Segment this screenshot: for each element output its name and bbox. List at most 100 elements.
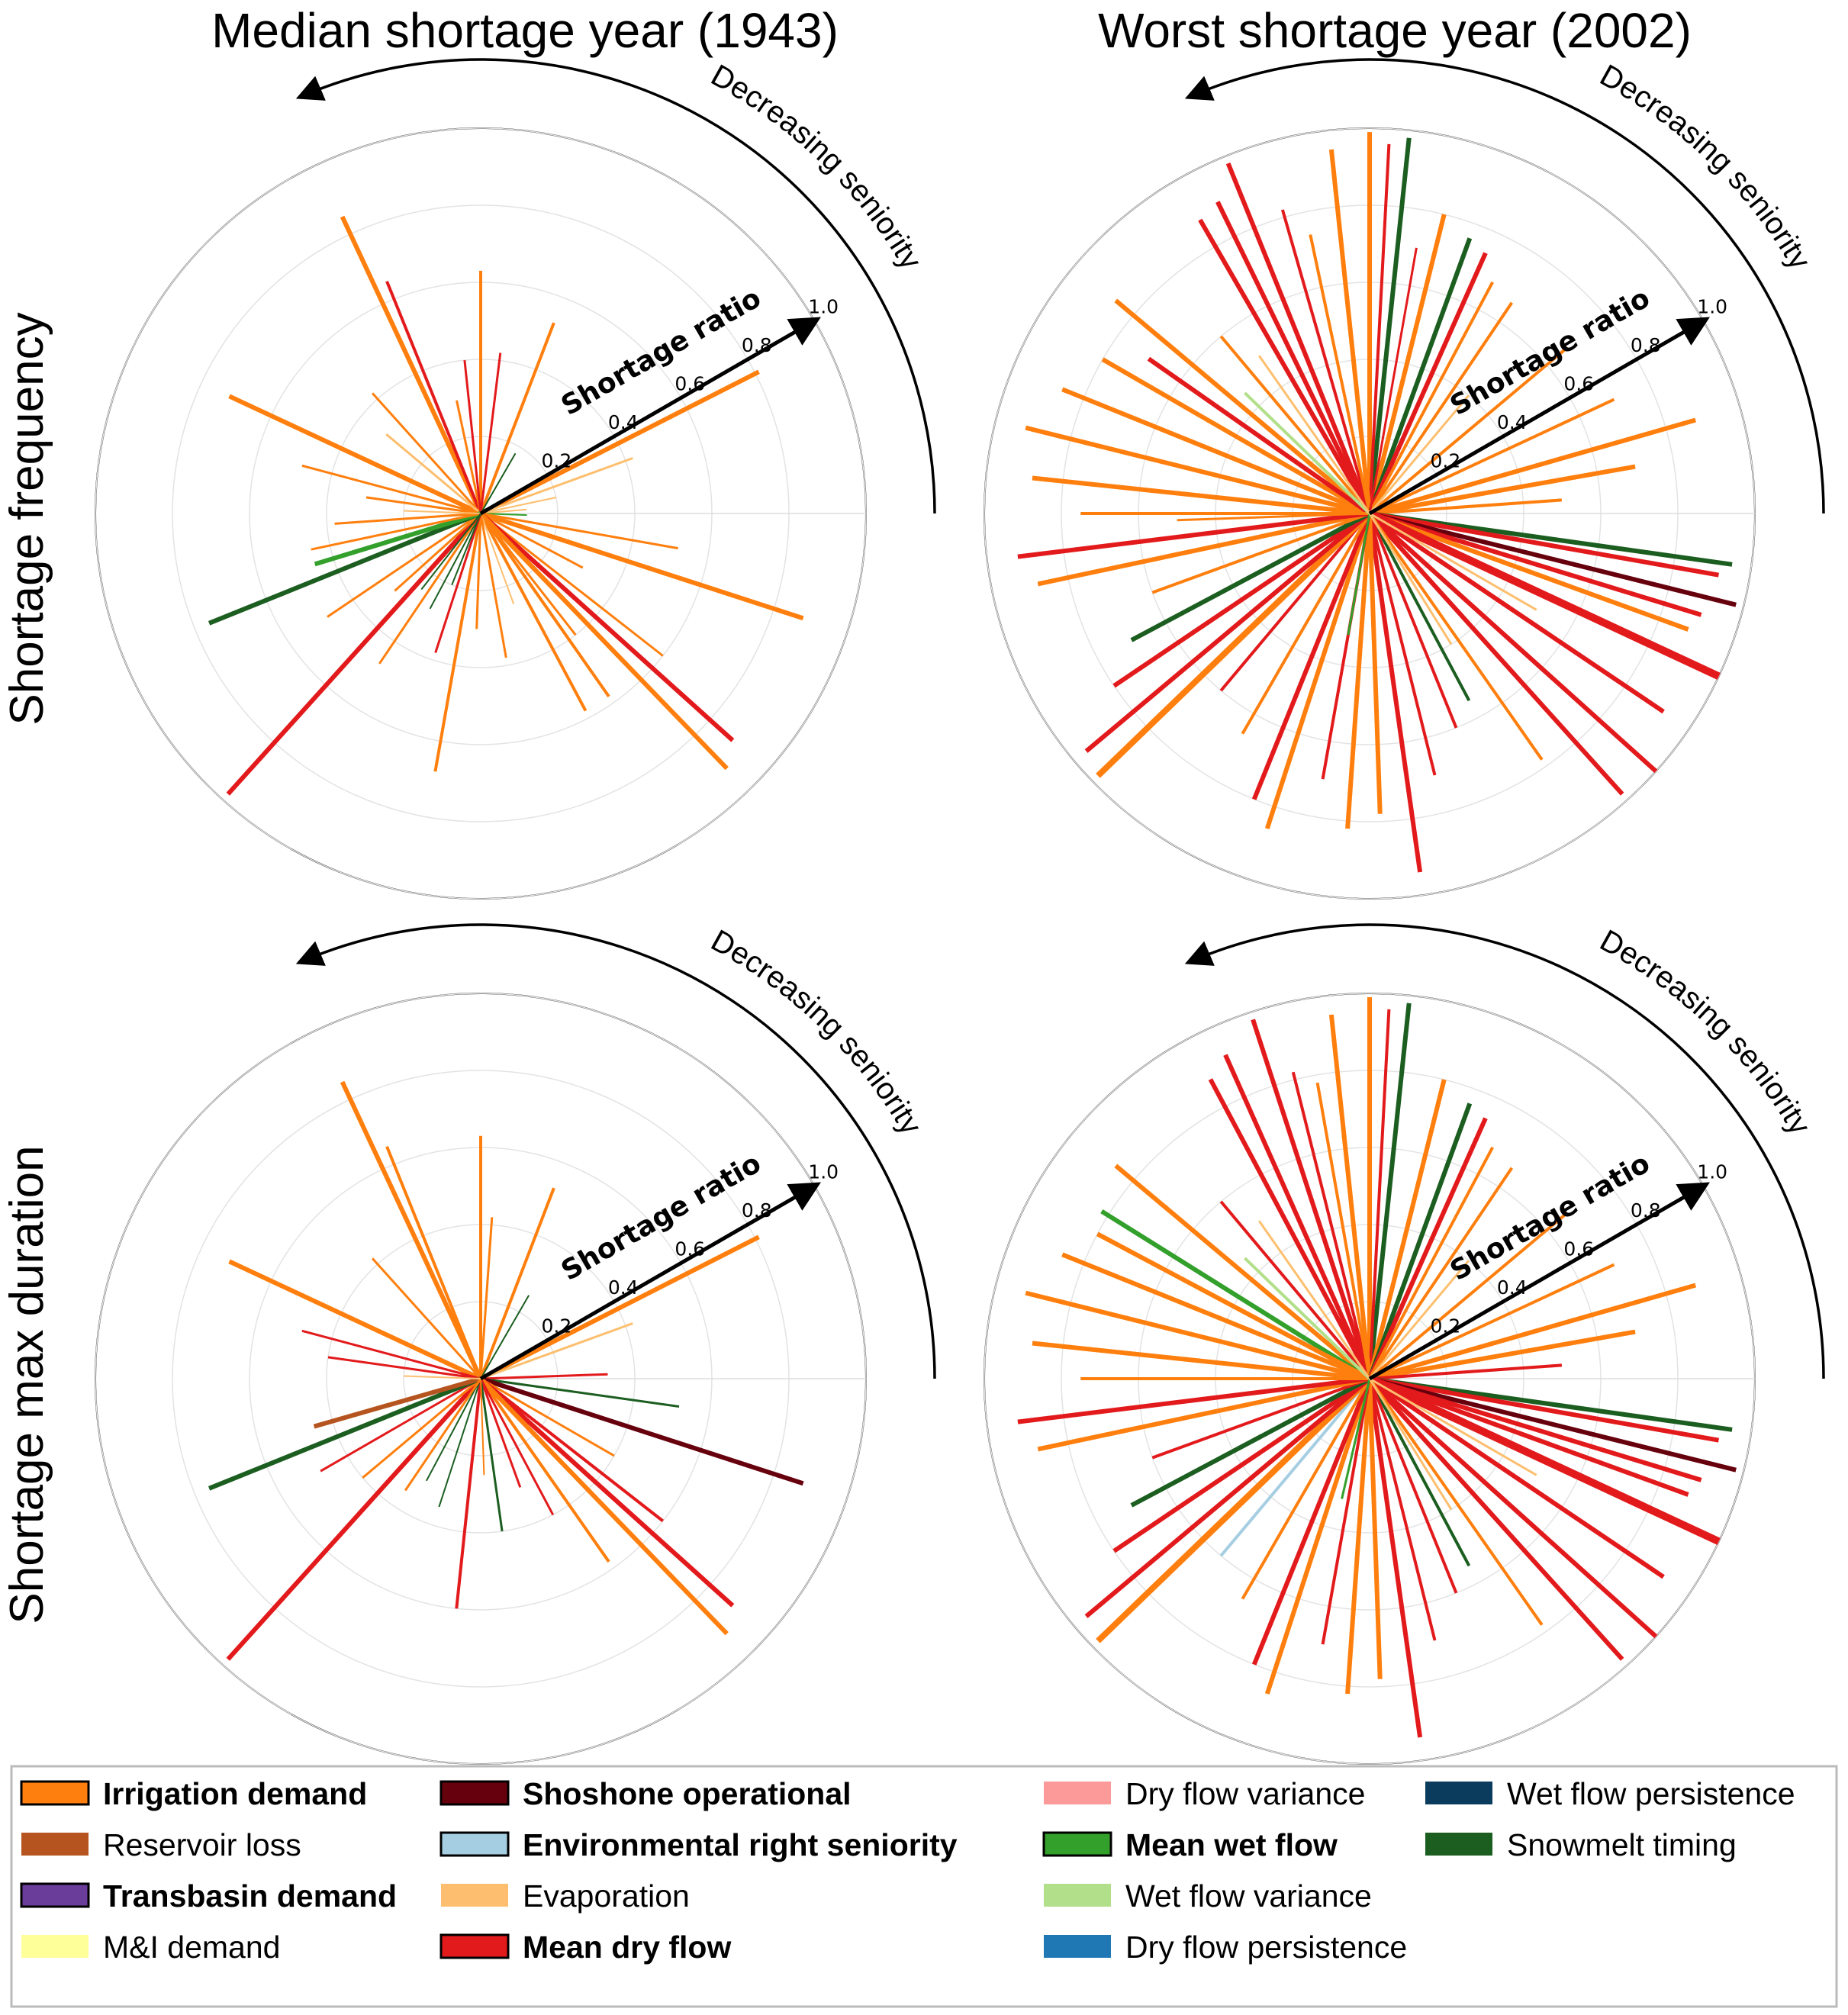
radial-bar <box>311 512 481 551</box>
radial-bar <box>1219 335 1371 515</box>
radial-tick-label: 0.2 <box>1431 450 1461 472</box>
radial-bar <box>479 1378 504 1532</box>
legend-swatch <box>1425 1782 1492 1804</box>
legend-swatch <box>1044 1935 1111 1958</box>
radial-tick-label: 0.2 <box>542 450 572 472</box>
radial-bar <box>1219 512 1371 692</box>
radial-tick-label: 0.6 <box>1563 1238 1594 1260</box>
column-title-worst: Worst shortage year (2002) <box>1098 3 1692 58</box>
radial-bar <box>1368 511 1689 632</box>
radial-bar <box>433 513 482 772</box>
radial-bar <box>1151 512 1370 594</box>
radial-bar <box>1367 1378 1383 1679</box>
radial-bar <box>455 1378 482 1609</box>
radial-bar <box>1130 511 1371 642</box>
legend-label: Wet flow persistence <box>1507 1776 1795 1811</box>
radial-bar <box>1369 398 1615 515</box>
radial-bar <box>327 1356 481 1380</box>
radial-bar <box>1369 1283 1697 1381</box>
radial-tick-label: 1.0 <box>1697 1161 1727 1183</box>
legend-label: Dry flow variance <box>1125 1776 1365 1811</box>
legend-label: Reservoir loss <box>103 1827 301 1862</box>
radial-bar <box>1114 298 1371 516</box>
radial-bar <box>479 1217 494 1379</box>
radial-bar <box>1369 1363 1563 1380</box>
radial-bar <box>1367 214 1447 514</box>
radial-tick-label: 0.8 <box>742 334 772 356</box>
radial-bar <box>479 1187 555 1379</box>
radial-bar <box>340 215 483 515</box>
radial-bar <box>1096 511 1372 778</box>
radial-bar <box>1368 513 1437 776</box>
radial-bar <box>480 1377 680 1408</box>
radial-bar <box>1096 1231 1371 1381</box>
radial-bar <box>1368 513 1458 729</box>
legend-swatch <box>439 1780 510 1806</box>
row-title-duration: Shortage max duration <box>1 1145 53 1624</box>
radial-bar <box>1025 1290 1370 1381</box>
radial-bar <box>1368 143 1391 514</box>
radial-tick-label: 0.8 <box>1631 334 1661 356</box>
seniority-arc-arrow <box>295 58 936 514</box>
legend-label: Environmental right seniority <box>523 1827 958 1862</box>
radial-bar <box>1017 1376 1370 1424</box>
radial-bar <box>301 464 481 515</box>
radial-bar <box>480 1377 615 1457</box>
seniority-arc-arrow <box>1184 58 1825 514</box>
radial-bar <box>479 322 555 514</box>
radial-bar <box>1368 301 1514 515</box>
radial-bar <box>1367 511 1658 774</box>
radial-bar <box>378 513 482 665</box>
legend-frame <box>10 1765 1838 2008</box>
radial-bar <box>1244 391 1371 515</box>
radial-bar <box>1367 1378 1423 1738</box>
radial-bar <box>429 513 481 610</box>
radial-bar <box>362 1377 481 1479</box>
radial-bar <box>438 1378 481 1508</box>
radial-bar <box>320 1377 481 1473</box>
radial-bar <box>1367 513 1423 873</box>
radial-bar <box>1369 464 1636 516</box>
shortage-ratio-arrow <box>479 1182 822 1381</box>
radial-bar <box>404 510 481 514</box>
legend-label: Snowmelt timing <box>1507 1827 1737 1862</box>
radial-bar <box>1369 1376 1737 1473</box>
radial-tick-label: 1.0 <box>1697 296 1727 318</box>
legend-label: Mean wet flow <box>1125 1827 1338 1862</box>
radial-bar <box>1369 1263 1615 1380</box>
radial-bar <box>1367 1375 1721 1545</box>
radial-bar <box>480 1295 530 1379</box>
radial-bar <box>385 280 482 514</box>
radial-bar <box>327 512 481 618</box>
radial-bar <box>1369 512 1537 611</box>
row-title-frequency: Shortage frequency <box>1 312 53 725</box>
radial-bar <box>1367 1079 1447 1379</box>
radial-bar <box>480 1378 485 1476</box>
radial-tick-label: 0.8 <box>1631 1199 1661 1222</box>
radial-bar <box>371 1257 482 1380</box>
radial-bar <box>479 1377 610 1563</box>
radial-tick-label: 1.0 <box>808 1161 839 1183</box>
legend-label: Wet flow variance <box>1125 1878 1372 1914</box>
radial-bar <box>479 513 577 636</box>
radial-bar <box>1368 349 1566 515</box>
panel-worst-duration: 0.2 0.4 0.6 0.8 1.0 Shortage ratioDecreasing … <box>984 923 1825 1765</box>
radial-bar <box>1084 511 1371 753</box>
radial-bar <box>463 359 482 514</box>
radial-bar <box>479 1234 760 1381</box>
seniority-arc-arrow <box>295 923 936 1379</box>
radial-bar <box>1345 1378 1372 1695</box>
radial-bar <box>1368 247 1418 514</box>
radial-bar <box>479 513 588 712</box>
radial-bar <box>1241 1378 1371 1600</box>
radial-bar <box>1369 511 1702 617</box>
radial-bar <box>434 513 482 653</box>
shortage-ratio-label: Shortage ratio <box>556 282 767 422</box>
radial-bar <box>1367 1102 1473 1380</box>
radial-bar <box>1369 511 1737 607</box>
seniority-label: Decreasing seniority <box>1595 923 1817 1140</box>
radial-bar <box>1257 355 1371 514</box>
radial-bar <box>456 400 482 514</box>
radial-tick-label: 0.4 <box>608 1276 639 1299</box>
radial-bar <box>1341 1378 1371 1499</box>
